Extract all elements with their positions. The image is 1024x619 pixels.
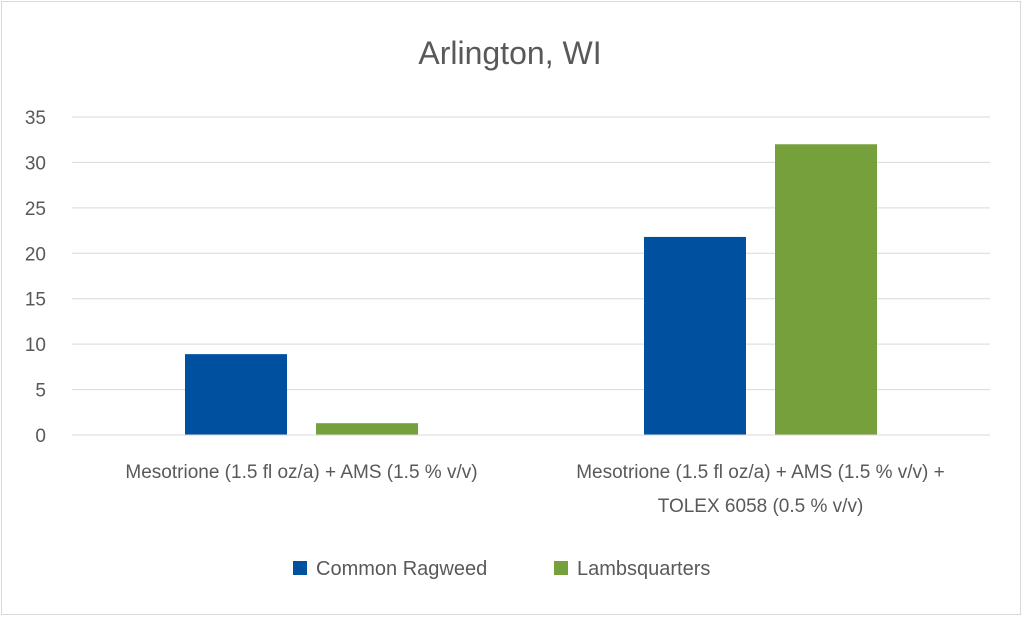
legend: Common Ragweed Lambsquarters [293, 558, 710, 580]
y-tick-label: 20 [25, 244, 46, 265]
y-axis-ticks: 0 5 10 15 20 25 30 35 [25, 108, 46, 447]
legend-label: Lambsquarters [577, 558, 710, 580]
bar-common-ragweed [185, 354, 287, 435]
y-tick-label: 25 [25, 199, 46, 220]
chart-title: Arlington, WI [418, 35, 601, 71]
y-tick-label: 15 [25, 290, 46, 311]
bar-common-ragweed [644, 236, 746, 435]
bars [185, 144, 877, 435]
y-tick-label: 35 [25, 108, 46, 129]
category-label: Mesotrione (1.5 fl oz/a) + AMS (1.5 % v/… [125, 462, 477, 483]
category-label: Mesotrione (1.5 fl oz/a) + AMS (1.5 % v/… [576, 462, 945, 483]
legend-swatch [293, 561, 307, 575]
y-tick-label: 10 [25, 335, 46, 356]
bar-lambsquarters [775, 144, 877, 435]
y-tick-label: 0 [35, 426, 46, 447]
legend-swatch [554, 561, 568, 575]
legend-label: Common Ragweed [316, 558, 487, 580]
bar-lambsquarters [316, 423, 418, 435]
y-tick-label: 30 [25, 153, 46, 174]
y-tick-label: 5 [35, 381, 46, 402]
category-labels: Mesotrione (1.5 fl oz/a) + AMS (1.5 % v/… [125, 462, 944, 517]
category-label: TOLEX 6058 (0.5 % v/v) [658, 496, 864, 517]
